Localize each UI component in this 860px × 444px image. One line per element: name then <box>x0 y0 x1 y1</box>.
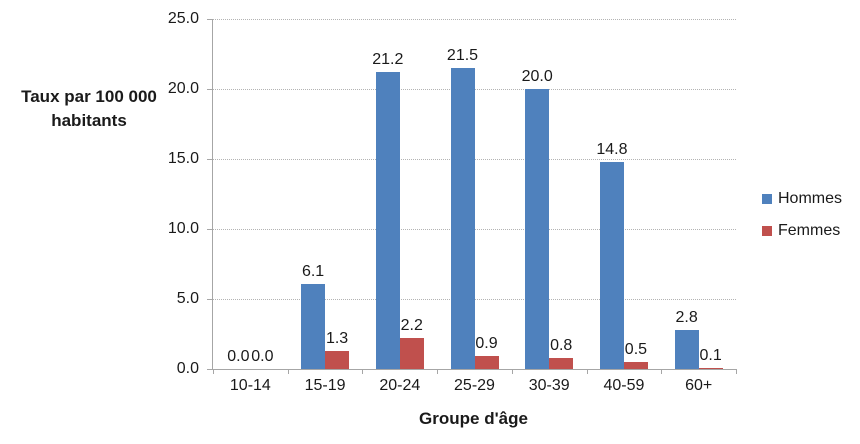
gridline <box>213 19 736 20</box>
y-axis-tick <box>207 89 213 90</box>
y-axis-tick-label: 5.0 <box>176 290 199 307</box>
bar-hommes-20-24 <box>375 72 400 369</box>
bar-femmes-20-24 <box>399 338 424 369</box>
bar-femmes-60+ <box>698 367 723 369</box>
y-axis-tick <box>207 159 213 160</box>
bar-value-label: 20.0 <box>521 68 553 85</box>
bar-value-label: 1.3 <box>325 329 349 347</box>
legend-item-hommes: Hommes <box>762 189 842 209</box>
bar-hommes-25-29 <box>450 68 475 369</box>
gridline <box>213 299 736 300</box>
y-axis-tick-label: 10.0 <box>167 220 199 237</box>
legend-swatch-hommes-icon <box>762 194 772 204</box>
x-axis-tick <box>437 369 439 374</box>
legend-swatch-femmes-icon <box>762 226 772 236</box>
x-axis-tick <box>511 369 513 374</box>
bar-value-label: 0.8 <box>550 336 573 354</box>
bar-value-label: 0.1 <box>699 346 722 364</box>
x-axis-tick <box>736 369 737 374</box>
bar-value-label: 2.2 <box>400 317 423 335</box>
bar-hommes-30-39 <box>525 89 550 369</box>
bar-femmes-30-39 <box>549 357 574 369</box>
y-axis-tick <box>207 229 213 230</box>
x-category-label: 40-59 <box>603 377 645 394</box>
y-axis-tick-label: 0.0 <box>176 360 199 377</box>
y-axis-tick-label: 20.0 <box>167 80 199 97</box>
x-axis-tick <box>362 369 364 374</box>
legend-label-femmes: Femmes <box>778 222 841 239</box>
bar-value-label: 21.5 <box>446 47 479 64</box>
bar-value-label: 0.9 <box>475 335 498 353</box>
x-axis-tick <box>213 369 214 374</box>
x-category-label: 60+ <box>685 377 713 394</box>
bar-hommes-60+ <box>674 329 699 369</box>
legend: Hommes Femmes <box>762 189 842 241</box>
x-category-label: 25-29 <box>454 377 495 394</box>
x-category-label: 20-24 <box>379 377 421 394</box>
y-axis-tick-label: 15.0 <box>167 150 199 167</box>
x-category-label: 10-14 <box>229 377 271 394</box>
bar-femmes-25-29 <box>474 356 499 369</box>
bar-femmes-40-59 <box>623 362 648 369</box>
bar-value-label: 0.5 <box>624 341 648 358</box>
x-category-label: 15-19 <box>304 377 346 394</box>
gridline <box>213 89 736 90</box>
y-axis-tick-label: 25.0 <box>167 10 199 27</box>
x-axis-tick <box>287 369 289 374</box>
bar-hommes-40-59 <box>599 161 624 369</box>
x-axis-tick <box>661 369 663 374</box>
x-category-label: 30-39 <box>528 377 570 394</box>
legend-item-femmes: Femmes <box>762 221 842 241</box>
bar-value-label: 21.2 <box>372 51 404 69</box>
gridline <box>213 229 736 230</box>
y-axis-title: Taux par 100 000 habitants <box>21 87 157 130</box>
bar-value-label: 2.8 <box>675 308 698 326</box>
x-axis-tick <box>586 369 588 374</box>
gridline <box>213 159 736 160</box>
bar-value-label: 0.0 <box>251 348 274 365</box>
bar-femmes-15-19 <box>325 350 350 369</box>
y-axis-tick <box>207 369 213 370</box>
bar-hommes-15-19 <box>301 283 326 369</box>
y-axis-tick <box>207 299 213 300</box>
bar-value-label: 6.1 <box>301 262 325 280</box>
y-axis-tick <box>207 19 213 20</box>
bar-value-label: 14.8 <box>596 140 628 158</box>
x-axis-title: Groupe d'âge <box>419 409 528 428</box>
plot-area: 0.0 5.0 10.0 15.0 20.0 25.0 0.0 0.0 10-14 6.1 1.3 1… <box>168 10 737 394</box>
bar-value-label: 0.0 <box>227 348 250 365</box>
legend-label-hommes: Hommes <box>778 190 843 207</box>
